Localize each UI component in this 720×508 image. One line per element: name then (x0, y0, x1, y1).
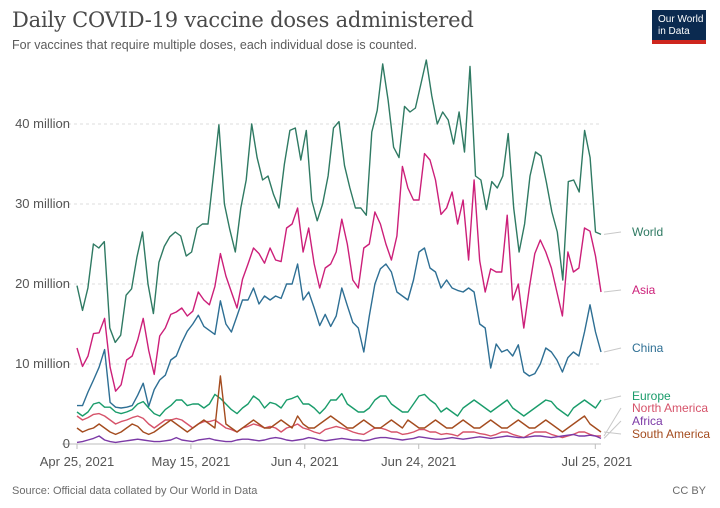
label-connector (603, 289, 622, 293)
x-tick-label: Apr 25, 2021 (40, 454, 114, 469)
x-tick-label: Jun 24, 2021 (381, 454, 456, 469)
series-label-africa[interactable]: Africa (632, 414, 663, 428)
series-line-africa[interactable] (76, 433, 602, 444)
owid-logo[interactable]: Our World in Data (652, 10, 706, 44)
x-tick-label: Jul 25, 2021 (561, 454, 632, 469)
series-line-china[interactable] (77, 247, 602, 409)
chart-title: Daily COVID-19 vaccine doses administere… (12, 8, 474, 32)
y-tick-label: 20 million (15, 276, 70, 291)
logo-line-2: in Data (658, 26, 690, 37)
y-tick-label: 30 million (15, 196, 70, 211)
label-connector (603, 431, 622, 435)
x-axis-labels: Apr 25, 2021 May 15, 2021 Jun 4, 2021 Jun 2… (40, 444, 632, 469)
x-tick-label: May 15, 2021 (152, 454, 231, 469)
label-connector (603, 347, 622, 353)
series-line-world[interactable] (76, 59, 602, 344)
chart-subtitle: For vaccines that require multiple doses… (12, 38, 418, 52)
series-label-world[interactable]: World (632, 225, 663, 239)
series-line-europe[interactable] (76, 392, 602, 417)
series-lines (76, 59, 602, 444)
logo-line-1: Our World (658, 14, 704, 25)
series-line-asia[interactable] (76, 152, 602, 392)
label-connector (603, 395, 622, 401)
label-connector (603, 420, 622, 439)
label-connector (603, 407, 622, 437)
y-tick-label: 10 million (15, 356, 70, 371)
y-tick-label: 0 (63, 436, 70, 451)
series-label-north-america[interactable]: North America (632, 401, 708, 415)
series-line-south-america[interactable] (76, 375, 602, 436)
series-label-china[interactable]: China (632, 341, 664, 355)
source-note: Source: Official data collated by Our Wo… (12, 485, 258, 497)
series-label-south-america[interactable]: South America (632, 427, 710, 441)
chart-grid (62, 123, 601, 445)
y-tick-label: 40 million (15, 116, 70, 131)
series-label-asia[interactable]: Asia (632, 283, 656, 297)
label-connector (603, 231, 622, 235)
x-tick-label: Jun 4, 2021 (271, 454, 339, 469)
series-line-north-america[interactable] (76, 412, 601, 439)
line-chart: 0 10 million 20 million 30 million 40 millio… (15, 59, 710, 469)
y-axis-labels: 0 10 million 20 million 30 million 40 millio… (15, 116, 70, 451)
series-label-europe[interactable]: Europe (632, 389, 671, 403)
license-link[interactable]: CC BY (672, 485, 706, 497)
